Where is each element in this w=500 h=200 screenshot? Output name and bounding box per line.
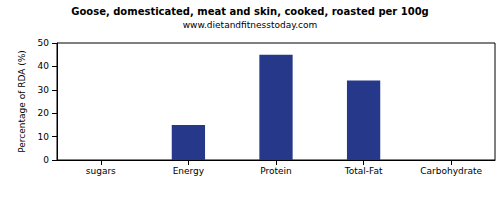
svg-text:30: 30 (38, 85, 50, 95)
svg-text:Carbohydrate: Carbohydrate (420, 166, 482, 176)
svg-text:sugars: sugars (86, 166, 116, 176)
svg-text:Protein: Protein (260, 166, 292, 176)
svg-text:Energy: Energy (173, 166, 205, 176)
svg-text:10: 10 (38, 132, 50, 142)
svg-text:20: 20 (38, 108, 50, 118)
svg-text:Total-Fat: Total-Fat (344, 166, 383, 176)
svg-text:Percentage of RDA (%): Percentage of RDA (%) (17, 50, 27, 153)
svg-text:50: 50 (38, 38, 50, 48)
svg-text:40: 40 (38, 61, 50, 71)
svg-text:0: 0 (43, 155, 49, 165)
svg-text:Goose, domesticated, meat and: Goose, domesticated, meat and skin, cook… (71, 6, 429, 17)
svg-text:www.dietandfitnesstoday.com: www.dietandfitnesstoday.com (183, 20, 318, 30)
